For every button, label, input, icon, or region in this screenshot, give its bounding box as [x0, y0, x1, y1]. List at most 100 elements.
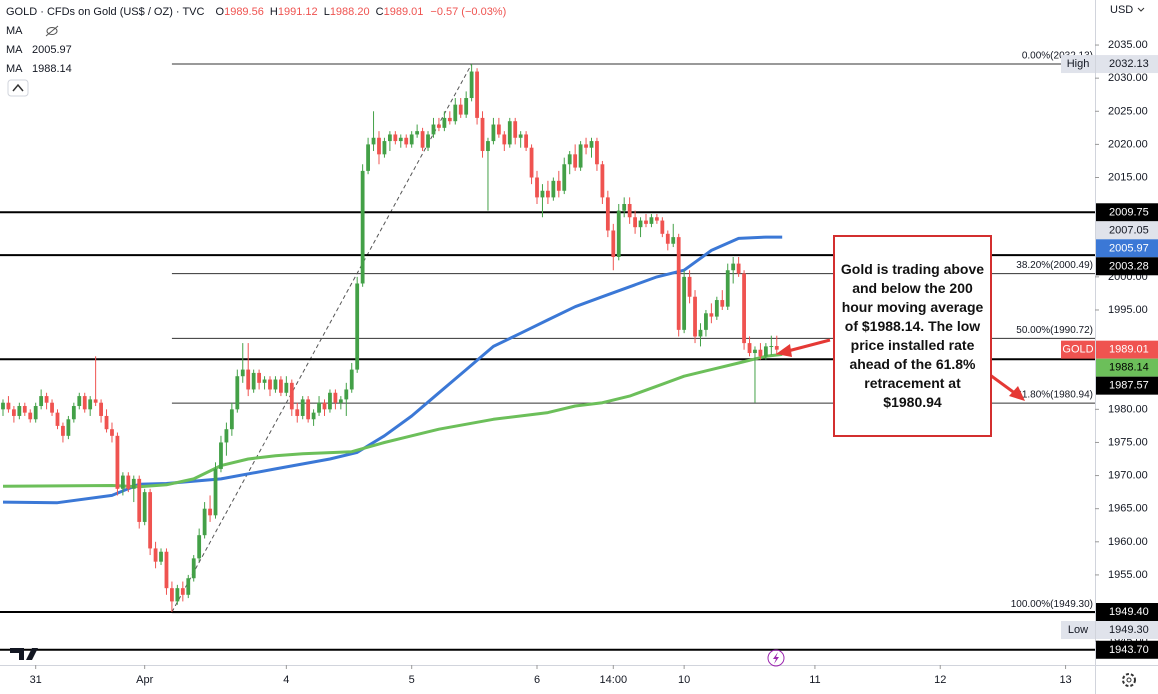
candle-body — [333, 392, 338, 403]
candle-body — [676, 237, 681, 330]
candle — [551, 177, 556, 201]
candle — [731, 256, 736, 284]
candle-body — [110, 429, 114, 436]
candle-body — [725, 270, 730, 307]
candle — [774, 335, 779, 356]
candle — [753, 346, 757, 403]
candle-body — [159, 551, 163, 562]
price-label: 1989.01 GOLD — [1061, 340, 1158, 359]
candle-body — [693, 296, 697, 337]
candle — [562, 157, 567, 195]
price-label: 2009.75 — [1096, 203, 1158, 222]
candle-body — [349, 369, 354, 390]
price-box-label: 2003.28 — [1109, 260, 1149, 272]
x-tick-label: 11 — [809, 674, 820, 686]
y-tick-label: 1960.00 — [1108, 536, 1148, 548]
candle-body — [137, 478, 142, 522]
candle-body — [769, 346, 774, 348]
indicator-label: MA — [6, 44, 23, 56]
candle-body — [496, 124, 501, 135]
candle — [295, 402, 300, 423]
candle — [649, 213, 654, 228]
settings-icon[interactable] — [1122, 673, 1136, 687]
price-box-label: 2032.13 — [1109, 58, 1149, 70]
candle — [420, 127, 425, 152]
candle — [769, 335, 774, 356]
candle — [208, 495, 212, 522]
candle — [507, 117, 512, 148]
candle — [671, 223, 676, 248]
collapse-button[interactable] — [7, 79, 29, 97]
candle-body — [398, 137, 403, 142]
y-tick-label: 1970.00 — [1108, 470, 1148, 482]
candle-body — [654, 217, 659, 221]
fib-label: 0.00%(2032.13) — [1022, 51, 1093, 62]
price-box — [1096, 640, 1158, 659]
readout-change: −0.57 (−0.03%) — [430, 6, 506, 18]
eye-icon[interactable] — [45, 25, 59, 37]
candle-body — [567, 154, 572, 165]
candle — [518, 131, 523, 148]
candle — [502, 131, 507, 152]
candle — [714, 296, 719, 320]
price-box-label: 1949.40 — [1109, 606, 1149, 618]
candle — [377, 131, 381, 165]
candle-body — [774, 346, 779, 350]
candle-body — [328, 392, 332, 410]
candle — [311, 409, 316, 426]
candle-body — [546, 190, 550, 198]
candle — [61, 422, 65, 443]
candle — [344, 382, 349, 416]
x-tick-label: 6 — [534, 674, 540, 686]
price-box — [1096, 621, 1158, 640]
candle — [486, 137, 490, 211]
candle — [660, 217, 665, 238]
candle — [104, 409, 109, 433]
candle — [742, 270, 746, 350]
candle — [404, 134, 409, 148]
symbol: GOLD · CFDs on Gold (US$ / OZ) · TVC — [6, 6, 204, 18]
currency-caret[interactable] — [1137, 7, 1145, 12]
candle — [88, 396, 93, 416]
y-tick-label: 1980.00 — [1108, 403, 1148, 415]
price-label: 2005.97 — [1096, 239, 1158, 258]
candle — [246, 343, 251, 397]
events-icon[interactable] — [767, 649, 785, 667]
candle — [251, 369, 256, 393]
y-tick-label: 2015.00 — [1108, 172, 1148, 184]
y-tick-label: 1955.00 — [1108, 569, 1148, 581]
candle — [180, 581, 185, 602]
candle-body — [633, 217, 637, 228]
price-label: 1949.40 — [1096, 603, 1158, 622]
candle-body — [409, 134, 414, 145]
candle — [197, 528, 202, 562]
price-label: 2032.13 High — [1061, 55, 1158, 74]
candle — [540, 184, 545, 218]
candle — [142, 488, 147, 526]
candle-body — [39, 396, 44, 407]
candle — [22, 402, 27, 416]
candle — [709, 303, 714, 324]
candle-body — [671, 237, 676, 244]
indicator-label: MA — [6, 63, 23, 75]
callout: Gold is trading above and below the 200 … — [833, 235, 992, 437]
candle — [747, 336, 752, 357]
price-label: 2003.28 — [1096, 257, 1158, 276]
candle — [17, 402, 22, 420]
candle-body — [486, 141, 490, 152]
candle — [447, 111, 452, 125]
currency[interactable]: USD — [1110, 4, 1133, 16]
candle — [458, 98, 463, 118]
candle-body — [687, 276, 692, 297]
readout-key: H — [270, 6, 278, 18]
readout-key: O — [216, 6, 225, 18]
price-box-label: 2007.05 — [1109, 224, 1149, 236]
candle — [600, 160, 605, 205]
price-box — [1096, 358, 1158, 377]
candle-body — [556, 180, 561, 191]
candle-body — [77, 396, 82, 407]
x-tick-label: 12 — [934, 674, 946, 686]
candle-body — [93, 399, 98, 403]
candle — [328, 389, 332, 413]
